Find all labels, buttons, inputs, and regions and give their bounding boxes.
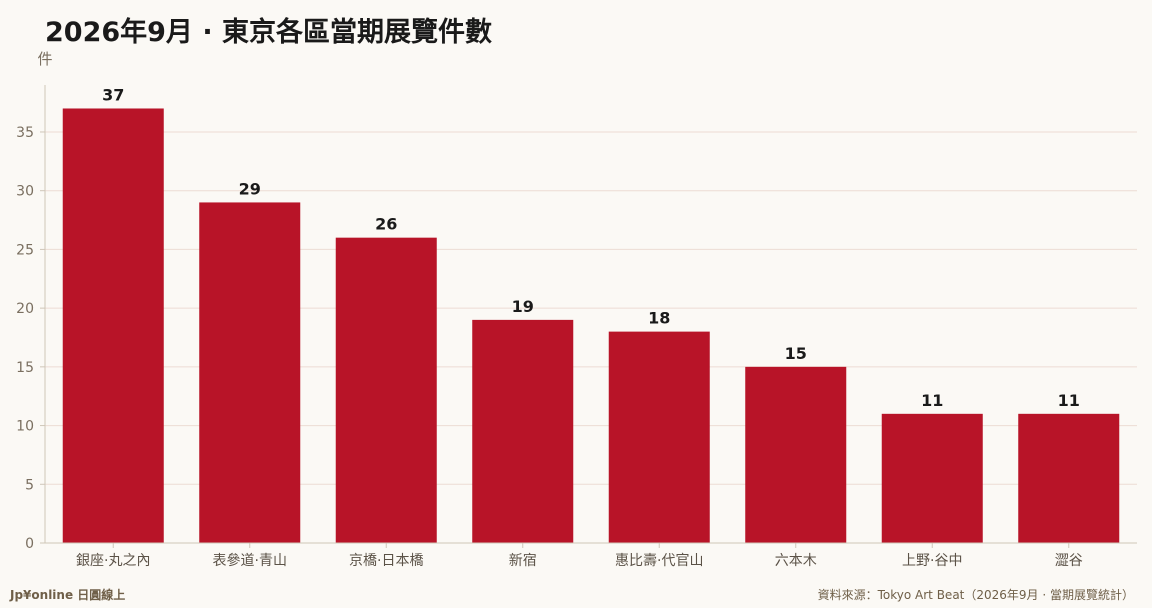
brand-logo-text: Jp¥online 日圓線上 — [10, 588, 126, 602]
bar — [199, 202, 301, 543]
y-tick-label: 0 — [25, 536, 34, 552]
x-tick-label: 上野·谷中 — [902, 553, 962, 569]
x-tick-label: 惠比壽·代官山 — [615, 553, 703, 569]
x-tick-label: 六本木 — [775, 553, 817, 569]
y-axis-unit-label: 件 — [37, 50, 52, 68]
y-tick-label: 30 — [16, 184, 34, 200]
y-tick-label: 5 — [25, 477, 34, 493]
bar-value-label: 37 — [102, 85, 124, 104]
y-tick-label: 25 — [16, 242, 34, 258]
bar-value-label: 11 — [921, 391, 943, 410]
bar — [472, 319, 574, 543]
source-note: 資料來源：Tokyo Art Beat（2026年9月 · 當期展覽統計） — [817, 588, 1134, 602]
y-tick-label: 15 — [16, 360, 34, 376]
bar-value-label: 11 — [1058, 391, 1080, 410]
x-tick-label: 表參道·青山 — [213, 553, 287, 569]
axes — [40, 85, 1137, 548]
bar — [608, 331, 710, 543]
y-tick-label: 35 — [16, 125, 34, 141]
bar-value-label: 15 — [785, 344, 807, 363]
labels: 0 5 10 15 20 25 30 35 37 銀座·丸之內 29 表參道·青山 26 京橋·日本橋 19… — [16, 85, 1083, 569]
bar — [62, 108, 164, 543]
bar-value-label: 29 — [239, 179, 261, 198]
bar-value-label: 19 — [512, 297, 534, 316]
x-tick-label: 銀座·丸之內 — [76, 553, 150, 569]
y-tick-label: 20 — [16, 301, 34, 317]
y-tick-label: 10 — [16, 419, 34, 435]
x-tick-label: 京橋·日本橋 — [349, 553, 423, 569]
bar — [335, 237, 437, 543]
bars — [62, 108, 1120, 543]
bar — [745, 366, 847, 543]
bar-chart: 件 0 5 10 15 20 25 30 35 37 銀座·丸之內 29 表參道·青山 26 京橋·日本橋… — [16, 50, 1137, 569]
bar — [1018, 413, 1120, 543]
x-tick-label: 澀谷 — [1055, 553, 1083, 569]
chart-title: 2026年9月 · 東京各區當期展覽件數 — [45, 17, 492, 48]
bar-value-label: 18 — [648, 309, 670, 328]
bar — [881, 413, 983, 543]
x-tick-label: 新宿 — [509, 552, 537, 569]
bar-value-label: 26 — [375, 215, 397, 234]
